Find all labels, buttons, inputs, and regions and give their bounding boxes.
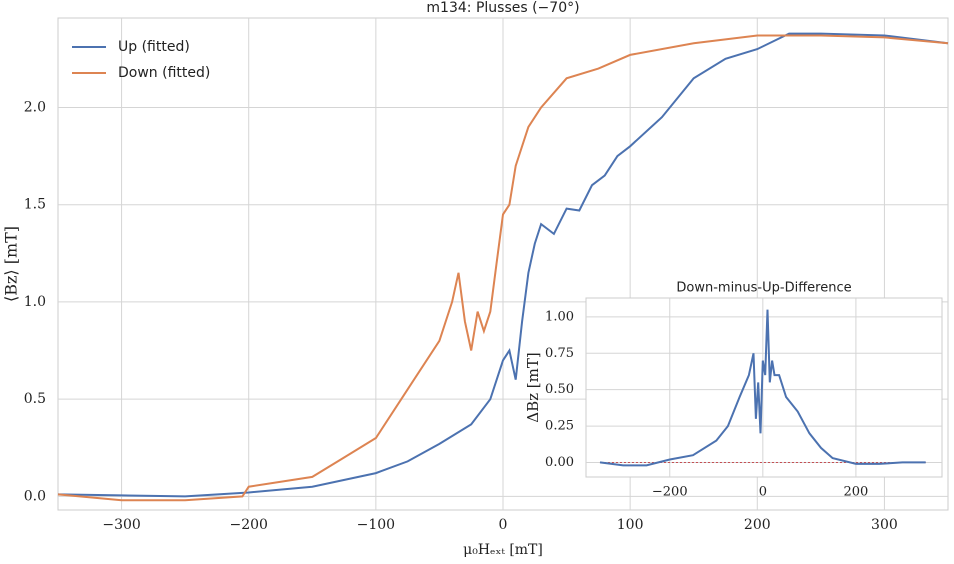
x-axis-label: μ₀Hₑₓₜ [mT]	[463, 542, 543, 558]
x-tick-label: 300	[871, 517, 898, 533]
x-tick-label: −100	[357, 517, 395, 533]
y-tick-label: 0.25	[545, 419, 574, 434]
y-tick-label: 1.0	[24, 294, 46, 310]
y-tick-label: 0.00	[545, 455, 574, 470]
data-line	[57, 34, 949, 502]
y-tick-label: 2.0	[24, 99, 46, 115]
data-line	[57, 32, 949, 498]
x-tick-label: 0	[499, 517, 508, 533]
legend-label: Down (fitted)	[118, 65, 210, 81]
y-tick-label: 0.50	[545, 382, 574, 397]
x-tick-label: 200	[843, 485, 868, 500]
y-tick-label: 0.0	[24, 488, 46, 504]
x-tick-label: 200	[744, 517, 771, 533]
x-tick-label: −200	[652, 485, 688, 500]
legend-label: Up (fitted)	[118, 39, 190, 55]
x-tick-label: −300	[102, 517, 140, 533]
y-tick-label: 1.5	[24, 197, 46, 213]
x-tick-label: 100	[617, 517, 644, 533]
x-tick-label: 0	[759, 485, 767, 500]
plot-area	[585, 297, 943, 478]
x-tick-label: −200	[229, 517, 267, 533]
y-tick-label: 0.5	[24, 391, 46, 407]
y-axis-label: ΔBz [mT]	[524, 352, 542, 422]
data-line	[599, 309, 926, 467]
chart: −200 0 200 0.00 0.25 0.50 0.75 1.00 Down-minus-U…	[524, 281, 943, 500]
chart-title: Down-minus-Up-Difference	[676, 281, 851, 296]
y-tick-label: 1.00	[545, 309, 574, 324]
y-tick-label: 0.75	[545, 346, 574, 361]
chart-title: m134: Plusses (−70°)	[426, 0, 579, 16]
y-axis-label: ⟨Bz⟩ [mT]	[2, 226, 21, 302]
